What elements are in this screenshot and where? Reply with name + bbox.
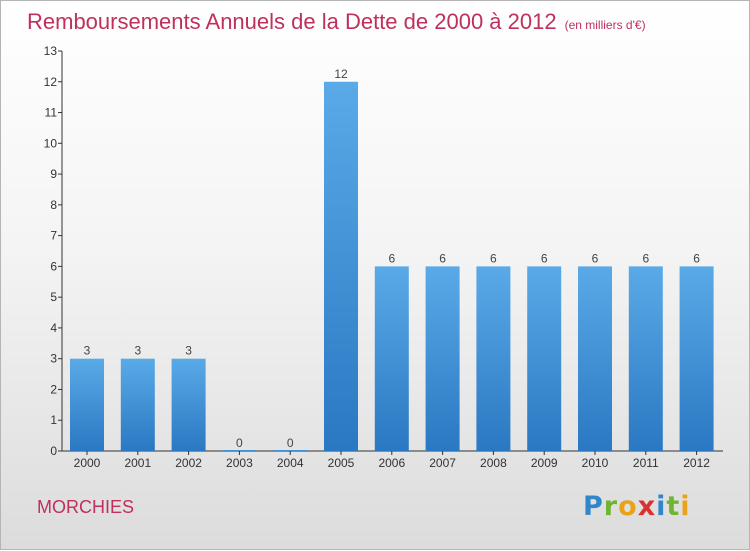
x-tick-label-2012: 2012 bbox=[683, 456, 710, 470]
logo-letter: x bbox=[637, 491, 657, 522]
data-label-2000: 3 bbox=[84, 344, 91, 358]
y-tick-label: 9 bbox=[50, 167, 57, 181]
data-label-2008: 6 bbox=[490, 251, 497, 265]
x-tick-label-2001: 2001 bbox=[124, 456, 151, 470]
data-label-2001: 3 bbox=[134, 344, 141, 358]
data-label-2004: 0 bbox=[287, 436, 294, 450]
y-tick-label: 7 bbox=[50, 229, 57, 243]
y-tick-label: 5 bbox=[50, 290, 57, 304]
x-tick-label-2000: 2000 bbox=[74, 456, 101, 470]
bar-2000 bbox=[70, 358, 104, 451]
bar-2004 bbox=[273, 450, 308, 451]
x-tick-label-2006: 2006 bbox=[378, 456, 405, 470]
bar-2001 bbox=[120, 358, 155, 451]
data-label-2005: 12 bbox=[334, 67, 348, 81]
bar-2007 bbox=[425, 266, 460, 451]
bar-2010 bbox=[578, 266, 612, 451]
data-label-2006: 6 bbox=[388, 251, 395, 265]
data-label-2003: 0 bbox=[236, 436, 243, 450]
y-tick-label: 4 bbox=[50, 321, 57, 335]
y-tick-label: 11 bbox=[45, 106, 58, 120]
y-tick-label: 6 bbox=[50, 259, 57, 273]
y-tick-label: 12 bbox=[44, 75, 58, 89]
y-tick-label: 10 bbox=[44, 136, 58, 150]
logo-letter: o bbox=[618, 491, 638, 522]
bar-2012 bbox=[679, 266, 714, 451]
data-label-2010: 6 bbox=[592, 251, 599, 265]
x-tick-label-2004: 2004 bbox=[277, 456, 304, 470]
y-tick-label: 13 bbox=[44, 44, 58, 58]
bar-2009 bbox=[527, 266, 562, 451]
y-tick-label: 2 bbox=[50, 382, 57, 396]
x-tick-label-2009: 2009 bbox=[531, 456, 558, 470]
bars bbox=[70, 81, 714, 452]
data-label-2007: 6 bbox=[439, 251, 446, 265]
chart-title-text: Remboursements Annuels de la Dette de 20… bbox=[27, 9, 557, 34]
logo-letter: t bbox=[666, 491, 681, 522]
x-tick-label-2011: 2011 bbox=[633, 456, 659, 470]
data-label-2012: 6 bbox=[693, 251, 700, 265]
logo-letter: P bbox=[583, 491, 604, 522]
y-tick-label: 3 bbox=[50, 352, 57, 366]
chart-subtitle: (en milliers d'€) bbox=[564, 18, 646, 32]
x-tick-label-2008: 2008 bbox=[480, 456, 507, 470]
data-label-2011: 6 bbox=[642, 251, 649, 265]
logo-letter: i bbox=[680, 491, 691, 522]
x-tick-label-2010: 2010 bbox=[582, 456, 609, 470]
bar-2005 bbox=[324, 81, 358, 452]
y-tick-label: 0 bbox=[50, 444, 57, 458]
data-label-2009: 6 bbox=[541, 251, 548, 265]
x-tick-label-2002: 2002 bbox=[175, 456, 202, 470]
bar-2002 bbox=[171, 358, 206, 451]
bar-2008 bbox=[476, 266, 511, 451]
x-tick-label-2003: 2003 bbox=[226, 456, 253, 470]
y-tick-label: 1 bbox=[50, 413, 57, 427]
bar-2006 bbox=[374, 266, 409, 451]
chart-title: Remboursements Annuels de la Dette de 20… bbox=[27, 9, 646, 35]
data-label-2002: 3 bbox=[185, 344, 192, 358]
bar-2011 bbox=[628, 266, 663, 451]
bar-2003 bbox=[222, 450, 257, 451]
data-labels: 3 3 3 0 0 12 6 6 6 6 6 6 6 bbox=[84, 67, 701, 450]
proxiti-logo: Proxiti bbox=[583, 491, 691, 522]
x-tick-label-2007: 2007 bbox=[429, 456, 456, 470]
x-tick-label-2005: 2005 bbox=[328, 456, 355, 470]
y-tick-label: 8 bbox=[50, 198, 57, 212]
logo-letter: i bbox=[656, 491, 667, 522]
commune-name: MORCHIES bbox=[37, 497, 135, 517]
logo-letter: r bbox=[603, 491, 619, 522]
